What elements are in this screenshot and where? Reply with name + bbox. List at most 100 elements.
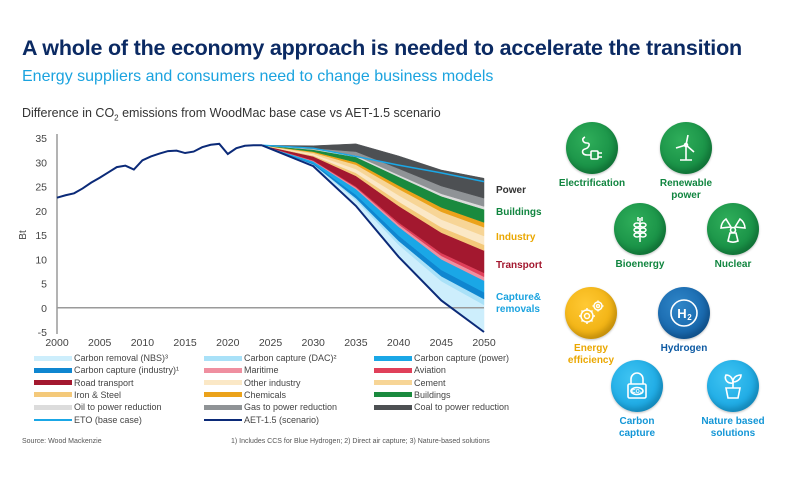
tech-renewable: Renewable power bbox=[646, 122, 726, 202]
legend-label: Carbon capture (industry)¹ bbox=[74, 365, 180, 376]
legend-item: Carbon capture (power) bbox=[374, 352, 509, 364]
annotation-label: Industry bbox=[496, 232, 536, 243]
source-note: Source: Wood Mackenzie bbox=[22, 438, 102, 445]
x-tick-label: 2025 bbox=[259, 337, 283, 349]
annotation-label: Buildings bbox=[496, 207, 542, 218]
legend-swatch bbox=[204, 392, 242, 398]
legend-label: Carbon capture (DAC)² bbox=[244, 353, 337, 363]
legend-item: Gas to power reduction bbox=[204, 401, 337, 413]
y-tick-label: 5 bbox=[41, 279, 47, 291]
legend-swatch bbox=[374, 355, 412, 361]
x-tick-label: 2035 bbox=[344, 337, 368, 349]
legend-label: ETO (base case) bbox=[74, 414, 142, 425]
y-tick-label: 20 bbox=[35, 206, 47, 218]
tech-nature: Nature based solutions bbox=[693, 360, 773, 440]
legend-item: Iron & Steel bbox=[34, 389, 121, 401]
plant-pot-icon bbox=[707, 360, 759, 412]
legend-swatch bbox=[204, 367, 242, 373]
tech-label: capture bbox=[618, 428, 656, 439]
page-title: A whole of the economy approach is neede… bbox=[22, 36, 742, 60]
tech-nuclear: Nuclear bbox=[693, 203, 773, 271]
tech-label: Electrification bbox=[558, 178, 626, 189]
legend-label: Buildings bbox=[414, 389, 451, 400]
legend-item: Carbon capture (industry)¹ bbox=[34, 364, 179, 376]
x-tick-label: 2020 bbox=[216, 337, 240, 349]
chart-title-suffix: emissions from WoodMac base case vs AET-… bbox=[118, 106, 441, 120]
plug-icon bbox=[566, 122, 618, 174]
chart-lines bbox=[56, 142, 485, 333]
y-tick-label: 35 bbox=[35, 133, 47, 145]
svg-text:2: 2 bbox=[687, 313, 692, 322]
legend-swatch bbox=[34, 380, 72, 386]
tech-label: Energy bbox=[574, 343, 608, 354]
chart-title-sub: 2 bbox=[114, 113, 119, 123]
tech-label: Nuclear bbox=[714, 259, 752, 270]
legend-item: Maritime bbox=[204, 364, 279, 376]
x-tick-label: 2000 bbox=[45, 337, 69, 349]
legend-swatch bbox=[374, 404, 412, 410]
legend-item: AET-1.5 (scenario) bbox=[204, 414, 319, 426]
x-tick-label: 2030 bbox=[302, 337, 326, 349]
x-tick-label: 2040 bbox=[387, 337, 411, 349]
y-tick-label: 10 bbox=[35, 254, 47, 266]
x-tick-label: 2015 bbox=[173, 337, 197, 349]
legend-swatch bbox=[204, 418, 242, 421]
chart-title: Difference in CO2 emissions from WoodMac… bbox=[22, 106, 441, 123]
tech-label: efficiency bbox=[567, 355, 615, 366]
tech-label: Nature based bbox=[701, 416, 765, 427]
legend-swatch bbox=[204, 380, 242, 386]
legend-swatch bbox=[34, 367, 72, 373]
axes bbox=[56, 134, 484, 334]
legend-label: Other industry bbox=[244, 377, 301, 388]
annotation-label: Power bbox=[496, 185, 526, 196]
area-coal bbox=[261, 143, 485, 199]
tech-carbon_capture: CO₂ Carbon capture bbox=[597, 360, 677, 440]
x-tick-label: 2005 bbox=[88, 337, 112, 349]
legend-swatch bbox=[34, 418, 72, 421]
legend-swatch bbox=[34, 392, 72, 398]
legend-swatch bbox=[34, 404, 72, 410]
tech-electrification: Electrification bbox=[552, 122, 632, 190]
legend-item: Chemicals bbox=[204, 389, 286, 401]
legend-item: Road transport bbox=[34, 377, 134, 389]
wheat-icon bbox=[614, 203, 666, 255]
legend-label: Iron & Steel bbox=[74, 389, 122, 400]
annotations: Power Buildings Industry Transport Capture&r… bbox=[496, 185, 543, 315]
svg-text:H: H bbox=[677, 306, 686, 321]
co2-lock-icon: CO₂ bbox=[611, 360, 663, 412]
y-tick-label: 15 bbox=[35, 230, 47, 242]
legend-label: Maritime bbox=[244, 365, 279, 376]
gears-icon bbox=[565, 287, 617, 339]
y-tick-label: 30 bbox=[35, 157, 47, 169]
stacked-areas bbox=[261, 143, 485, 333]
y-tick-label: -5 bbox=[38, 327, 47, 339]
radiation-icon bbox=[707, 203, 759, 255]
legend-label: Road transport bbox=[74, 377, 134, 388]
wind-turbine-icon bbox=[660, 122, 712, 174]
legend-item: ETO (base case) bbox=[34, 414, 142, 426]
chart-title-prefix: Difference in CO bbox=[22, 106, 115, 120]
annotation-label: Transport bbox=[496, 260, 543, 271]
legend-label: Oil to power reduction bbox=[74, 402, 162, 413]
tech-bioenergy: Bioenergy bbox=[600, 203, 680, 271]
legend-label: Carbon capture (power) bbox=[414, 353, 510, 363]
y-tick-label: 25 bbox=[35, 182, 47, 194]
x-tick-label: 2050 bbox=[472, 337, 496, 349]
tech-efficiency: Energy efficiency bbox=[551, 287, 631, 367]
legend-swatch bbox=[204, 404, 242, 410]
legend-swatch bbox=[374, 367, 412, 373]
legend-swatch bbox=[204, 355, 242, 361]
tech-label: power bbox=[671, 190, 701, 201]
x-tick-label: 2010 bbox=[131, 337, 155, 349]
legend-swatch bbox=[34, 355, 72, 361]
legend-item: Buildings bbox=[374, 389, 451, 401]
legend-label: Cement bbox=[414, 377, 446, 388]
annotation-label: removals bbox=[496, 304, 540, 315]
tech-label: Hydrogen bbox=[660, 343, 708, 354]
tech-hydrogen: H 2 Hydrogen bbox=[644, 287, 724, 355]
legend-item: Other industry bbox=[204, 377, 301, 389]
tech-label: solutions bbox=[710, 428, 756, 439]
svg-text:CO₂: CO₂ bbox=[632, 389, 642, 395]
